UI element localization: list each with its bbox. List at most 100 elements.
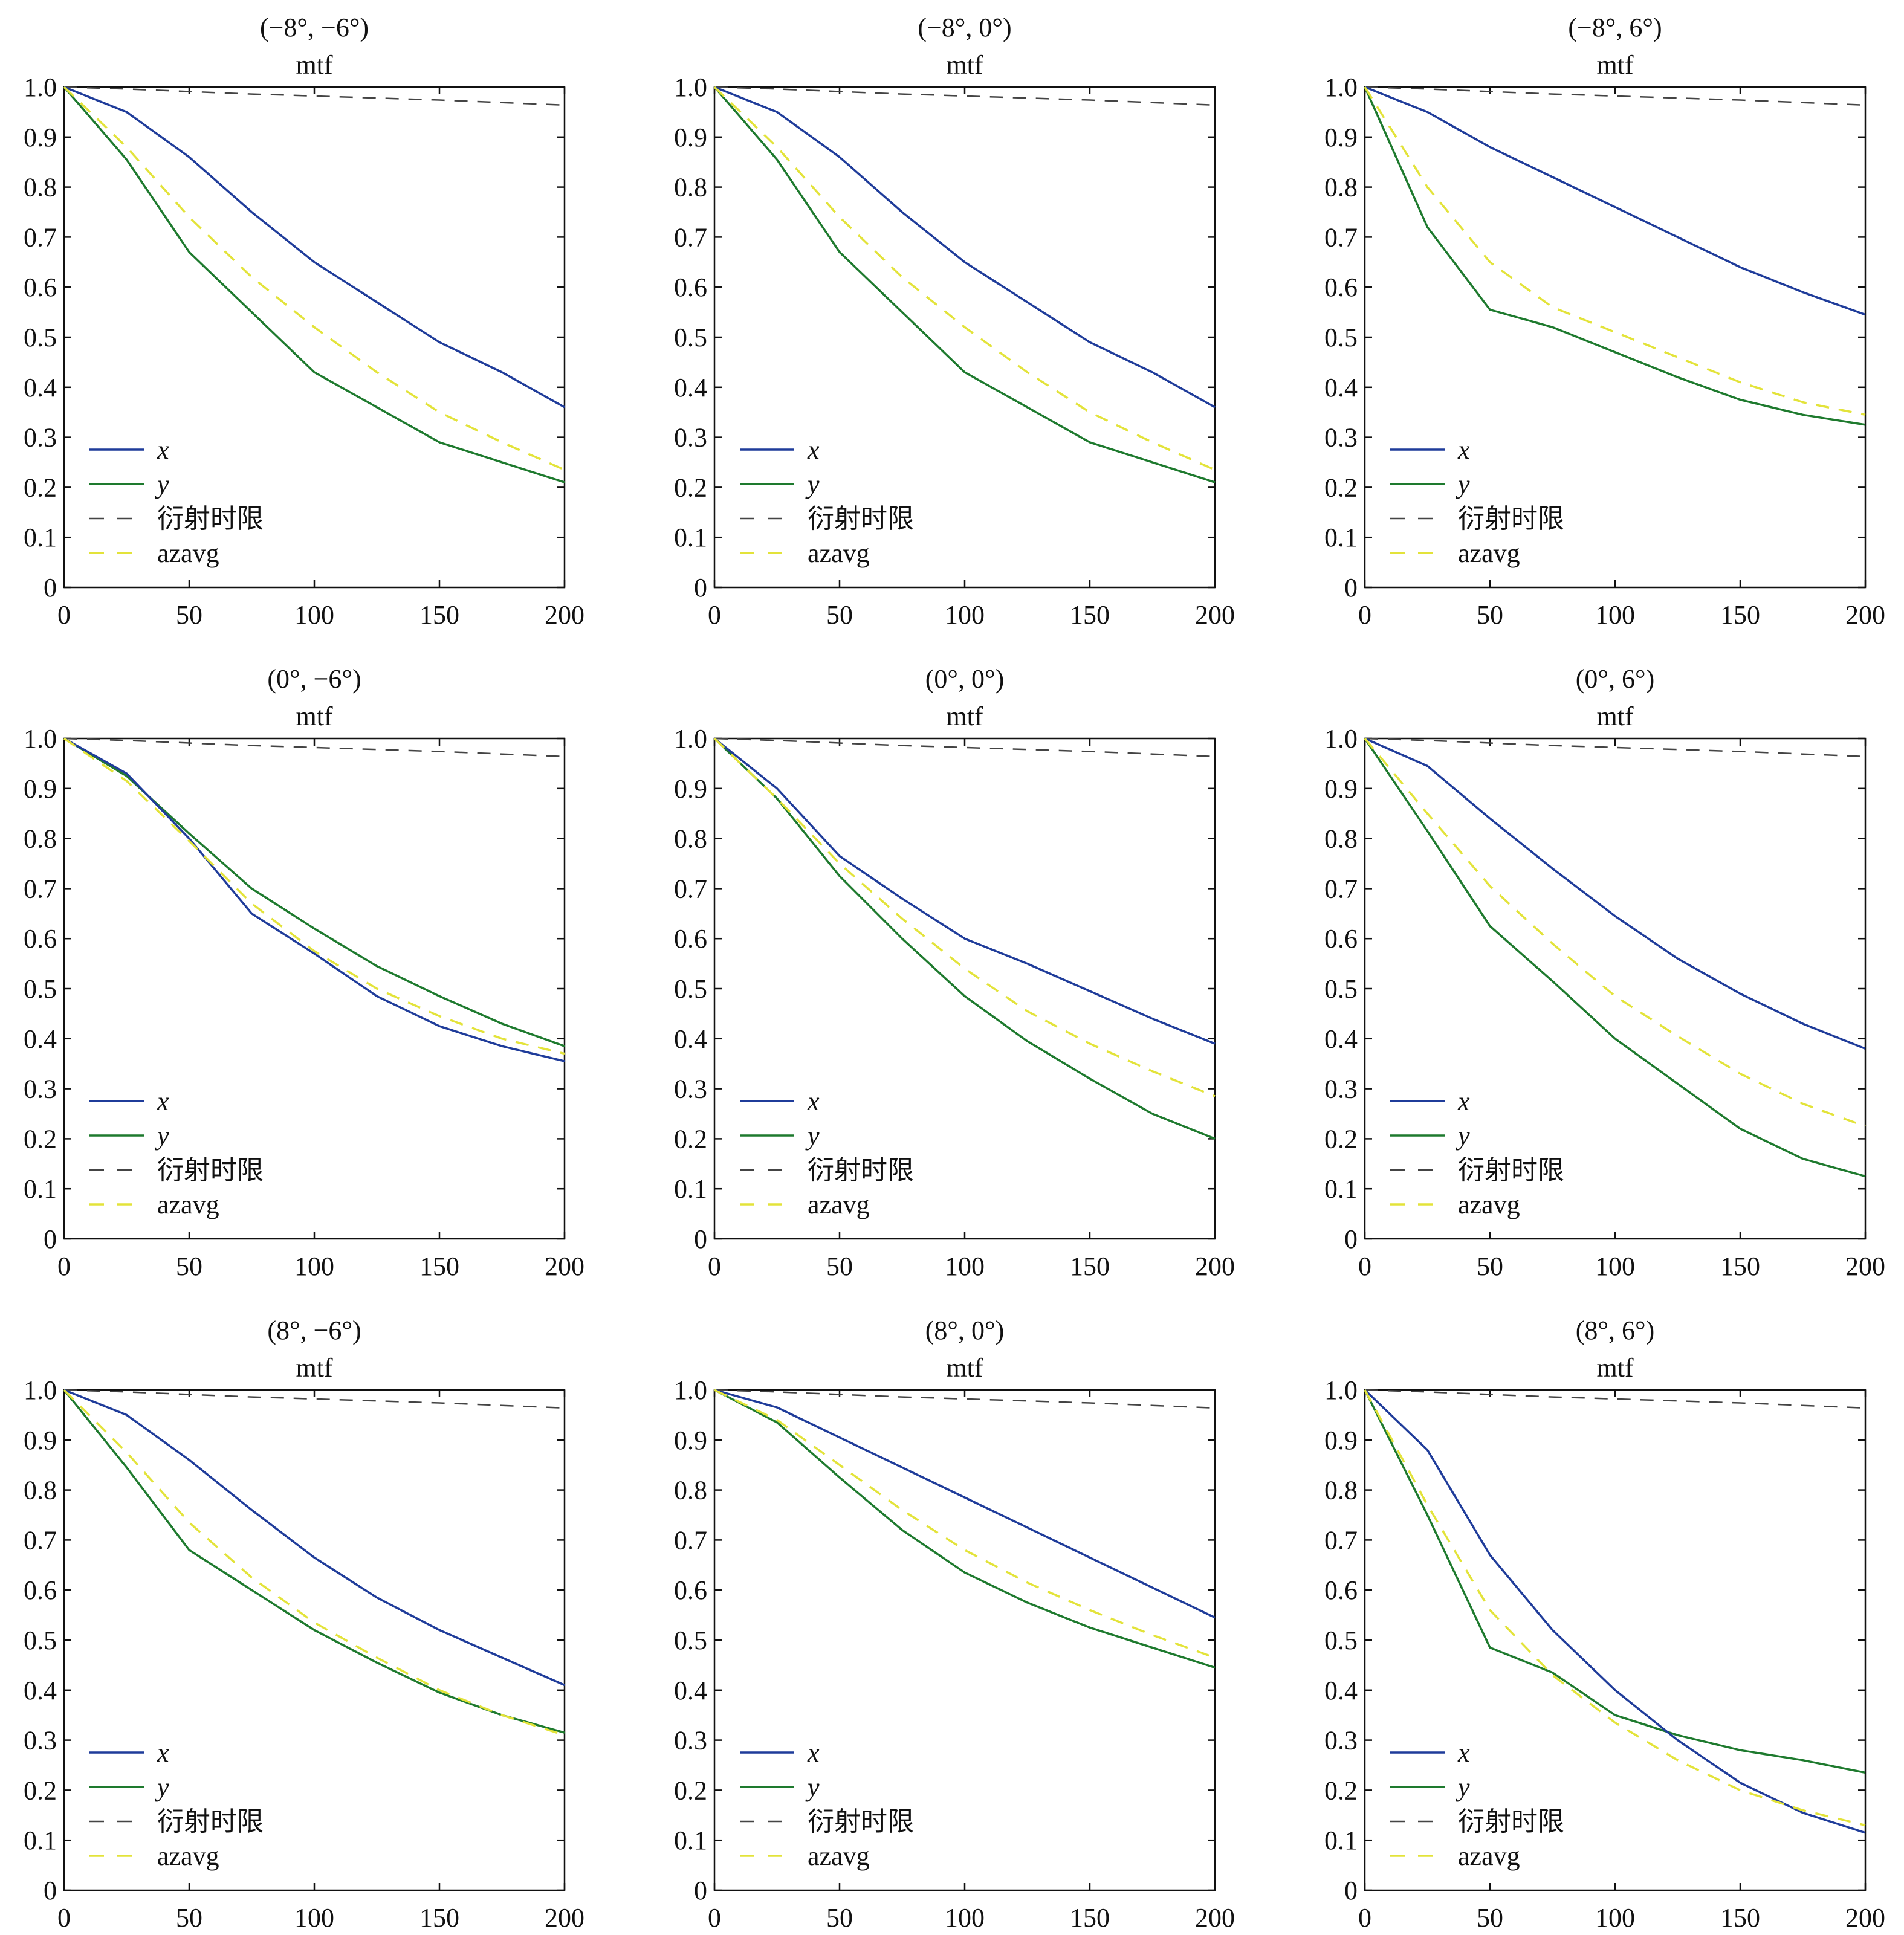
x-tick-label: 50 <box>1477 1903 1503 1933</box>
y-tick-label: 0.4 <box>1324 1676 1358 1705</box>
y-tick-label: 0.9 <box>24 774 57 804</box>
series-line-diffraction <box>63 1389 565 1409</box>
legend-label-azavg: azavg <box>1458 1841 1520 1871</box>
y-tick-label: 0.9 <box>1324 1426 1358 1455</box>
subplot-title: (−8°, 6°) <box>1568 13 1662 42</box>
y-tick-label: 0.1 <box>24 1826 57 1855</box>
y-tick-label: 0.3 <box>1324 1726 1358 1756</box>
y-tick-label: 0.2 <box>1324 1775 1358 1805</box>
legend-label-diffraction: 衍射时限 <box>157 1155 264 1185</box>
subplot-title: (0°, 6°) <box>1576 664 1655 694</box>
legend-label-diffraction: 衍射时限 <box>157 1807 264 1836</box>
legend-label-diffraction: 衍射时限 <box>1458 504 1564 534</box>
y-tick-label: 0.9 <box>24 1426 57 1455</box>
legend: xy 衍射时限 azavg <box>1390 435 1564 568</box>
legend-label-y: y <box>155 1772 169 1802</box>
series-line-x <box>714 1389 1216 1619</box>
x-tick-label: 0 <box>57 1252 71 1281</box>
x-tick-label: 150 <box>419 600 459 630</box>
legend-label-y: y <box>1456 470 1470 499</box>
x-tick-label: 100 <box>1595 1252 1635 1281</box>
subplot-title: (−8°, 0°) <box>918 13 1011 42</box>
legend-label-diffraction: 衍射时限 <box>808 504 914 534</box>
x-tick-label: 200 <box>1195 600 1235 630</box>
x-tick-label: 200 <box>1845 600 1885 630</box>
legend-label-azavg: azavg <box>157 538 219 568</box>
y-tick-label: 0.2 <box>24 1124 57 1154</box>
y-tick-label: 0.6 <box>24 273 57 302</box>
subplot-subtitle: mtf <box>296 1353 332 1383</box>
y-tick-label: 0.5 <box>674 1626 707 1655</box>
subplot-subtitle: mtf <box>1596 50 1633 80</box>
y-tick-label: 1.0 <box>1324 73 1358 102</box>
legend-label-x: x <box>807 435 820 465</box>
y-tick-label: 0 <box>694 573 707 602</box>
subplot-title: (−8°, −6°) <box>260 13 369 42</box>
subplot-subtitle: mtf <box>946 50 983 80</box>
series-line-y <box>63 86 565 483</box>
x-tick-label: 150 <box>1720 1252 1760 1281</box>
x-tick-label: 150 <box>1720 1903 1760 1933</box>
plot-frame <box>713 86 1216 589</box>
subplot-8: (8°, 0°) mtf 0 0.1 0.2 0.3 0.4 0.5 0.6 0.7 0.8 0.9 1… <box>674 1316 1235 1933</box>
legend: xy 衍射时限 azavg <box>89 1738 264 1871</box>
y-tick-label: 0.7 <box>674 874 707 903</box>
y-tick-label: 0.2 <box>674 473 707 502</box>
y-tick-label: 0.2 <box>24 1775 57 1805</box>
x-tick-label: 200 <box>545 600 584 630</box>
y-tick-label: 0.6 <box>1324 924 1358 954</box>
y-tick-label: 0.4 <box>24 1024 57 1054</box>
y-tick-label: 1.0 <box>1324 1375 1358 1405</box>
x-tick-label: 150 <box>419 1252 459 1281</box>
subplot-subtitle: mtf <box>1596 702 1633 731</box>
x-tick-label: 200 <box>545 1252 584 1281</box>
y-tick-label: 0.4 <box>1324 1024 1358 1054</box>
x-tick-label: 50 <box>1477 600 1503 630</box>
series-line-x <box>1364 1389 1866 1834</box>
y-tick-label: 0 <box>1344 573 1358 602</box>
subplot-title: (8°, −6°) <box>267 1316 361 1345</box>
y-tick-label: 0.8 <box>24 824 57 854</box>
legend: xy 衍射时限 azavg <box>740 435 914 568</box>
plot-frame <box>63 1389 566 1891</box>
plot-frame <box>1364 737 1867 1240</box>
x-tick-label: 50 <box>176 600 202 630</box>
y-tick-label: 0.3 <box>24 1074 57 1104</box>
legend-label-x: x <box>157 1738 169 1768</box>
legend-label-diffraction: 衍射时限 <box>1458 1155 1564 1185</box>
y-tick-label: 0.1 <box>1324 523 1358 552</box>
y-tick-label: 0.5 <box>1324 1626 1358 1655</box>
y-tick-label: 0.3 <box>24 1726 57 1756</box>
y-tick-label: 0 <box>44 1876 57 1905</box>
y-tick-label: 0.5 <box>674 974 707 1004</box>
y-tick-label: 0.1 <box>1324 1826 1358 1855</box>
subplot-6: (0°, 6°) mtf 0 0.1 0.2 0.3 0.4 0.5 0.6 0.7 0.8 0.9 1… <box>1324 664 1885 1281</box>
x-tick-label: 50 <box>1477 1252 1503 1281</box>
y-tick-label: 0.5 <box>1324 323 1358 352</box>
y-tick-label: 0.2 <box>674 1775 707 1805</box>
x-tick-label: 100 <box>294 600 334 630</box>
legend: xy 衍射时限 azavg <box>1390 1087 1564 1219</box>
series-line-diffraction <box>714 86 1216 106</box>
y-tick-label: 0.2 <box>24 473 57 502</box>
legend: xy 衍射时限 azavg <box>740 1738 914 1871</box>
legend-label-x: x <box>157 435 169 465</box>
x-tick-label: 200 <box>545 1903 584 1933</box>
y-tick-label: 0.9 <box>674 1426 707 1455</box>
y-tick-label: 0.1 <box>1324 1174 1358 1204</box>
x-tick-label: 50 <box>176 1252 202 1281</box>
legend-label-azavg: azavg <box>157 1841 219 1871</box>
subplot-subtitle: mtf <box>296 702 332 731</box>
x-tick-label: 200 <box>1195 1903 1235 1933</box>
series-line-x <box>713 737 1216 1045</box>
y-tick-label: 0 <box>694 1224 707 1254</box>
y-tick-label: 0.6 <box>674 273 707 302</box>
series-line-x <box>1364 86 1866 316</box>
subplot-4: (0°, −6°) mtf 0 0.1 0.2 0.3 0.4 0.5 0.6 0.7 0.8 0.9… <box>24 664 584 1281</box>
x-tick-label: 100 <box>1595 600 1635 630</box>
subplot-3: (−8°, 6°) mtf 0 0.1 0.2 0.3 0.4 0.5 0.6 0.7 0.8 0.9… <box>1324 13 1885 630</box>
x-tick-label: 150 <box>1070 600 1110 630</box>
legend-label-diffraction: 衍射时限 <box>808 1807 914 1836</box>
y-tick-label: 0 <box>1344 1876 1358 1905</box>
subplot-2: (−8°, 0°) mtf 0 0.1 0.2 0.3 0.4 0.5 0.6 0.7 0.8 0.9… <box>674 13 1235 630</box>
